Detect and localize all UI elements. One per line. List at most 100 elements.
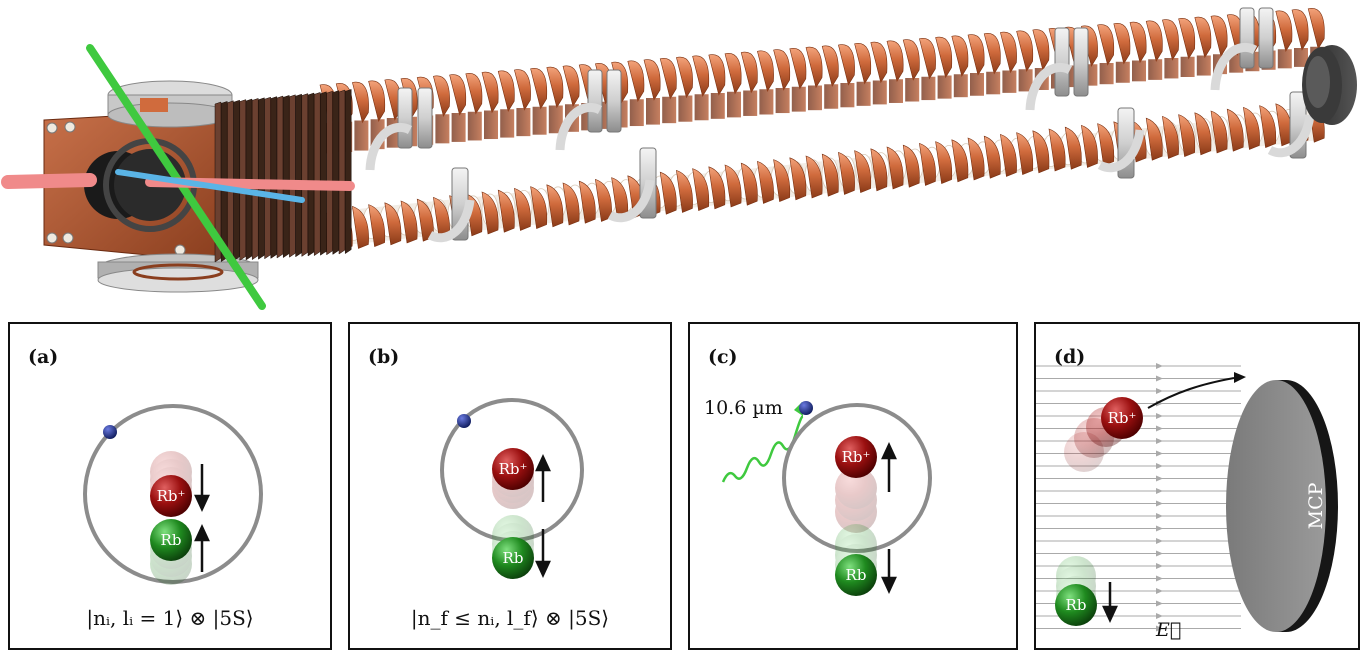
ring-inner-face — [775, 88, 790, 114]
lower-ring — [1243, 106, 1260, 150]
upper-ring — [854, 43, 872, 85]
upper-ring — [497, 70, 515, 113]
lower-ring — [352, 205, 369, 249]
field-label: E⃗ — [1155, 619, 1181, 641]
ion-ghosts — [835, 467, 877, 533]
lower-ring — [773, 159, 791, 203]
panel-c-label: (c) — [708, 346, 738, 368]
mcp-detector-3d — [1302, 45, 1357, 125]
upper-ring — [740, 51, 758, 94]
ring-inner-face — [889, 79, 903, 103]
ion-trajectory-arrowhead — [1234, 372, 1246, 383]
fin-plate — [307, 92, 315, 257]
ring-inner-face — [532, 106, 547, 135]
lower-ring — [1162, 115, 1179, 159]
lower-ring — [692, 168, 710, 212]
field-line-arrowhead — [1156, 613, 1163, 619]
upper-ring — [530, 68, 548, 110]
ring-inner-face — [354, 120, 369, 151]
lower-ring — [935, 141, 953, 185]
field-line-arrowhead — [1156, 375, 1163, 382]
ring-inner-face — [710, 93, 725, 119]
ring-inner-face — [1148, 59, 1163, 80]
ion-trap-apparatus-illustration — [1, 7, 1357, 310]
upper-ring — [449, 74, 467, 116]
upper-ring — [1145, 20, 1163, 63]
ring-inner-face — [905, 78, 920, 102]
upper-ring — [983, 33, 1001, 75]
fin-plate — [332, 90, 340, 255]
ion-label: Rb⁺ — [157, 487, 186, 505]
lower-ring — [983, 135, 1001, 179]
field-line-arrowhead — [1156, 513, 1163, 519]
lower-ring — [384, 202, 402, 246]
upper-ring — [919, 38, 936, 80]
upper-ring — [805, 46, 823, 89]
field-line-arrowhead — [1156, 488, 1163, 494]
upper-ring — [1275, 10, 1293, 53]
ring-inner-face — [856, 81, 871, 106]
field-line-arrowhead — [1156, 500, 1163, 507]
atom-sphere — [492, 537, 534, 579]
upper-ring — [692, 55, 710, 98]
upper-ring — [514, 69, 531, 111]
upper-ring — [821, 45, 839, 88]
upper-ring — [757, 50, 774, 93]
ring-inner-face — [1277, 49, 1292, 69]
ring-inner-face — [694, 94, 709, 121]
panel-a-diagram: Rb⁺ Rb — [83, 404, 263, 585]
lower-ring — [1081, 124, 1098, 168]
ring-inner-face — [1196, 55, 1211, 76]
electron — [457, 414, 471, 428]
upper-ring — [902, 39, 920, 81]
lower-ring — [497, 189, 515, 233]
lower-ring — [1064, 126, 1082, 170]
upper-ring — [1307, 8, 1325, 50]
field-line-arrowhead — [1156, 588, 1163, 594]
lower-ring — [1032, 130, 1050, 174]
ring-inner-face — [1099, 63, 1114, 85]
atom-velocity-arrow — [535, 529, 551, 578]
fin-plate — [264, 96, 271, 260]
upper-ring — [951, 35, 969, 78]
fin-plate — [289, 94, 296, 258]
fin-plate — [270, 96, 278, 259]
fin-plate — [258, 97, 265, 260]
lower-ring — [659, 171, 677, 215]
atom-sphere — [1055, 584, 1097, 626]
lower-ring — [886, 146, 904, 190]
ion-trajectory-arrow — [1147, 377, 1235, 409]
upper-ring — [627, 60, 645, 103]
panel-d-diagram: MCP Rb⁺ Rb E⃗ — [1036, 363, 1338, 641]
upper-ring — [368, 80, 386, 123]
lower-ring — [821, 153, 839, 197]
ring-inner-face — [840, 83, 855, 108]
upper-ring — [659, 58, 677, 100]
panel-a-label: (a) — [28, 346, 59, 368]
laser-beams — [1, 44, 355, 310]
ring-inner-face — [808, 85, 822, 111]
ion-sphere — [150, 475, 192, 517]
lower-ring — [1210, 110, 1228, 154]
upper-ring — [1113, 23, 1131, 65]
lower-ring — [546, 184, 564, 228]
panel-a-caption: |nᵢ, lᵢ = 1⟩ ⊗ |5S⟩ — [86, 606, 254, 630]
field-line-arrowhead — [1156, 450, 1163, 457]
lower-ring — [854, 150, 872, 194]
fin-plate — [276, 95, 284, 259]
field-line-arrowhead — [1156, 388, 1163, 394]
lower-ring — [838, 151, 855, 195]
ring-inner-face — [1294, 48, 1308, 67]
field-line-arrowhead — [1156, 463, 1163, 469]
fin-plate — [301, 93, 309, 257]
field-line-arrowhead — [1156, 475, 1163, 482]
field-line-arrowhead — [1156, 525, 1163, 532]
electrode-fin-stack — [214, 89, 352, 263]
lower-ring — [1259, 105, 1277, 149]
lower-ring — [1145, 117, 1163, 161]
ring-inner-face — [986, 71, 1001, 95]
panel-a: (a) Rb⁺ Rb |nᵢ, l — [8, 322, 332, 650]
field-line-arrowhead — [1156, 575, 1163, 582]
fin-plate — [326, 90, 333, 256]
ring-inner-face — [1180, 56, 1195, 77]
